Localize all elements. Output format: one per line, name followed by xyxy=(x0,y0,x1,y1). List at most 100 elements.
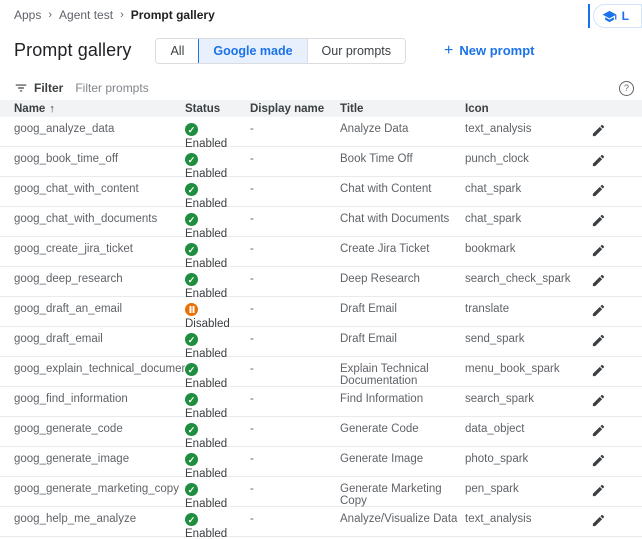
status-label: Enabled xyxy=(185,438,228,450)
edit-button[interactable] xyxy=(585,357,642,381)
status-label: Enabled xyxy=(185,138,228,150)
status-icon xyxy=(185,153,198,166)
edit-button[interactable] xyxy=(585,237,642,261)
breadcrumb-agent-test[interactable]: Agent test xyxy=(59,8,114,22)
top-right-button-area: L xyxy=(587,4,642,28)
table-row[interactable]: goog_create_jira_ticket Enabled - Create… xyxy=(0,237,642,270)
sort-ascending-icon: ↑ xyxy=(49,102,55,115)
table-row[interactable]: goog_find_information Enabled - Find Inf… xyxy=(0,387,642,420)
display-name-value: - xyxy=(250,123,254,135)
icon-name-value: menu_book_spark xyxy=(465,363,560,375)
status-cell: Enabled xyxy=(185,507,250,539)
breadcrumb-prompt-gallery: Prompt gallery xyxy=(130,8,215,22)
edit-button[interactable] xyxy=(585,267,642,291)
status-cell: Enabled xyxy=(185,417,250,450)
filter-button[interactable]: Filter xyxy=(34,81,64,95)
prompt-name: goog_generate_marketing_copy xyxy=(14,483,179,495)
display-name-value: - xyxy=(250,303,254,315)
learn-button-label: L xyxy=(621,9,629,23)
edit-button[interactable] xyxy=(585,447,642,471)
status-label: Enabled xyxy=(185,348,228,360)
display-name-value: - xyxy=(250,213,254,225)
table-row[interactable]: goog_chat_with_content Enabled - Chat wi… xyxy=(0,177,642,210)
status-cell: Enabled xyxy=(185,327,250,360)
status-cell: Enabled xyxy=(185,237,250,270)
breadcrumb-apps[interactable]: Apps xyxy=(14,8,42,22)
table-row[interactable]: goog_help_me_analyze Enabled - Analyze/V… xyxy=(0,507,642,539)
table-row[interactable]: goog_generate_image Enabled - Generate I… xyxy=(0,447,642,480)
table-row[interactable]: goog_draft_email Enabled - Draft Email s… xyxy=(0,327,642,360)
new-prompt-button[interactable]: + New prompt xyxy=(444,42,534,60)
icon-name-value: translate xyxy=(465,303,510,315)
table-row[interactable]: goog_draft_an_email Disabled - Draft Ema… xyxy=(0,297,642,330)
prompt-title: Deep Research xyxy=(340,273,420,285)
prompt-name: goog_find_information xyxy=(14,393,128,405)
help-icon[interactable]: ? xyxy=(619,80,634,96)
status-icon xyxy=(185,513,198,526)
filter-input[interactable] xyxy=(75,81,276,95)
table-row[interactable]: goog_book_time_off Enabled - Book Time O… xyxy=(0,147,642,180)
icon-name-value: punch_clock xyxy=(465,153,529,165)
display-name-value: - xyxy=(250,153,254,165)
tab-group: All Google made Our prompts xyxy=(155,37,407,64)
edit-button[interactable] xyxy=(585,477,642,501)
prompt-title: Book Time Off xyxy=(340,153,413,165)
table-body: goog_analyze_data Enabled - Analyze Data… xyxy=(0,117,642,539)
edit-pencil-icon xyxy=(591,243,606,258)
edit-pencil-icon xyxy=(591,363,606,378)
edit-pencil-icon xyxy=(591,453,606,468)
status-label: Enabled xyxy=(185,378,228,390)
column-header-name[interactable]: Name ↑ xyxy=(14,102,55,115)
table-row[interactable]: goog_generate_code Enabled - Generate Co… xyxy=(0,417,642,450)
status-cell: Enabled xyxy=(185,177,250,210)
edit-pencil-icon xyxy=(591,423,606,438)
status-icon xyxy=(185,123,198,136)
edit-button[interactable] xyxy=(585,177,642,201)
status-icon xyxy=(185,483,198,496)
table-row[interactable]: goog_chat_with_documents Enabled - Chat … xyxy=(0,207,642,240)
table-row[interactable]: goog_explain_technical_documentation Ena… xyxy=(0,357,642,390)
display-name-value: - xyxy=(250,183,254,195)
prompt-name: goog_help_me_analyze xyxy=(14,513,137,525)
column-header-title[interactable]: Title xyxy=(340,102,364,115)
edit-pencil-icon xyxy=(591,513,606,528)
icon-name-value: search_check_spark xyxy=(465,273,571,285)
filter-icon xyxy=(14,81,28,95)
column-header-icon[interactable]: Icon xyxy=(465,102,489,115)
edit-pencil-icon xyxy=(591,483,606,498)
edit-button[interactable] xyxy=(585,117,642,141)
table-row[interactable]: goog_analyze_data Enabled - Analyze Data… xyxy=(0,117,642,150)
edit-button[interactable] xyxy=(585,297,642,321)
edit-button[interactable] xyxy=(585,147,642,171)
edit-button[interactable] xyxy=(585,327,642,351)
status-icon xyxy=(185,243,198,256)
tab-our-prompts[interactable]: Our prompts xyxy=(306,38,406,63)
status-icon xyxy=(185,183,198,196)
display-name-value: - xyxy=(250,243,254,255)
edit-button[interactable] xyxy=(585,417,642,441)
edit-button[interactable] xyxy=(585,207,642,231)
edit-button[interactable] xyxy=(585,507,642,531)
table-row[interactable]: goog_generate_marketing_copy Enabled - G… xyxy=(0,477,642,510)
display-name-value: - xyxy=(250,333,254,345)
status-cell: Enabled xyxy=(185,117,250,150)
edit-button[interactable] xyxy=(585,387,642,411)
breadcrumb: Apps › Agent test › Prompt gallery xyxy=(14,8,215,22)
column-header-status[interactable]: Status xyxy=(185,102,221,115)
prompt-title: Explain Technical Documentation xyxy=(340,363,429,387)
accent-divider xyxy=(587,4,590,28)
table-row[interactable]: goog_deep_research Enabled - Deep Resear… xyxy=(0,267,642,300)
tab-google-made[interactable]: Google made xyxy=(198,38,307,63)
breadcrumb-separator-icon: › xyxy=(48,9,53,21)
tab-all[interactable]: All xyxy=(156,38,199,63)
column-header-display-name[interactable]: Display name xyxy=(250,102,325,115)
status-cell: Enabled xyxy=(185,147,250,180)
learn-button[interactable]: L xyxy=(592,4,642,28)
status-cell: Disabled xyxy=(185,297,250,330)
status-icon xyxy=(185,213,198,226)
edit-pencil-icon xyxy=(591,213,606,228)
prompt-title: Create Jira Ticket xyxy=(340,243,430,255)
status-cell: Enabled xyxy=(185,387,250,420)
prompt-title: Find Information xyxy=(340,393,424,405)
